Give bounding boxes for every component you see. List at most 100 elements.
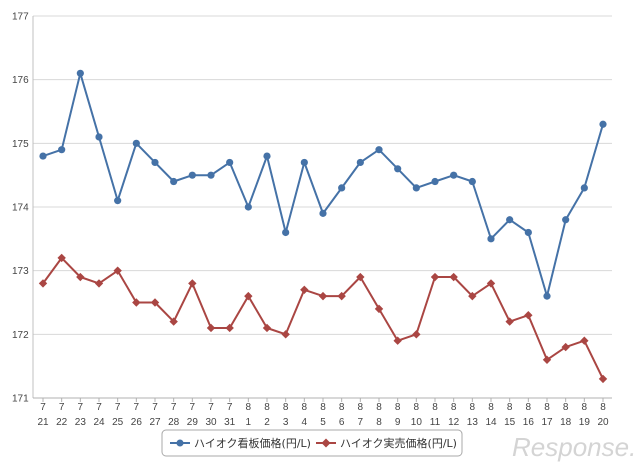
data-point-series-1[interactable]	[58, 146, 66, 154]
data-point-series-1[interactable]	[412, 184, 420, 192]
data-point-series-2[interactable]	[150, 298, 160, 307]
data-point-series-1[interactable]	[487, 235, 495, 243]
data-point-series-1[interactable]	[394, 165, 402, 173]
x-tick-day: 24	[93, 417, 105, 428]
data-point-series-1[interactable]	[375, 146, 383, 154]
data-point-series-2[interactable]	[76, 272, 85, 282]
x-tick-month: 8	[320, 402, 326, 413]
data-point-series-1[interactable]	[188, 171, 196, 179]
legend-box	[161, 429, 463, 457]
legend-label-series-2[interactable]: ハイオク実売価格(円/L)	[340, 436, 457, 450]
data-point-series-1[interactable]	[95, 133, 103, 141]
data-point-series-1[interactable]	[450, 171, 458, 179]
data-point-series-2[interactable]	[393, 336, 402, 345]
data-point-series-1[interactable]	[524, 228, 532, 237]
data-point-series-2[interactable]	[57, 253, 66, 263]
data-point-series-2[interactable]	[38, 279, 48, 288]
x-tick-day: 15	[504, 417, 516, 428]
data-point-series-2[interactable]	[561, 342, 570, 352]
series-layer	[38, 69, 608, 384]
x-tick-month: 8	[432, 402, 438, 413]
data-point-series-1[interactable]	[599, 120, 607, 128]
data-point-series-2[interactable]	[580, 336, 589, 345]
x-tick-month: 7	[171, 402, 177, 413]
x-tick-day: 11	[430, 417, 441, 428]
y-axis-ticks: 171 172 173 174 175 176 177	[12, 12, 29, 405]
data-point-series-2[interactable]	[524, 311, 533, 320]
gridlines	[32, 15, 612, 399]
x-tick-month: 8	[339, 402, 345, 413]
data-point-series-2[interactable]	[225, 323, 234, 333]
x-tick-day: 6	[339, 417, 345, 428]
x-tick-month: 8	[526, 402, 532, 413]
data-point-series-1[interactable]	[170, 177, 178, 186]
data-point-series-1[interactable]	[132, 139, 140, 147]
data-point-series-1[interactable]	[282, 228, 290, 237]
data-point-series-2[interactable]	[132, 298, 141, 307]
data-point-series-1[interactable]	[580, 184, 588, 192]
x-tick-day: 8	[376, 417, 382, 428]
data-point-series-1[interactable]	[151, 158, 159, 167]
x-tick-month: 7	[59, 402, 65, 413]
data-point-series-1[interactable]	[114, 197, 122, 205]
x-tick-month: 8	[544, 402, 550, 413]
data-point-series-2[interactable]	[486, 279, 496, 288]
x-tick-day: 20	[597, 417, 609, 428]
data-point-series-1[interactable]	[244, 203, 252, 211]
data-point-series-2[interactable]	[337, 291, 346, 301]
x-tick-month: 8	[470, 402, 476, 413]
x-tick-month: 7	[78, 402, 84, 413]
data-point-series-2[interactable]	[188, 279, 197, 288]
x-tick-month: 8	[488, 402, 494, 413]
data-point-series-2[interactable]	[449, 272, 458, 282]
x-tick-day: 14	[485, 417, 497, 428]
data-point-series-1[interactable]	[431, 177, 439, 186]
data-point-series-1[interactable]	[300, 158, 308, 167]
data-point-series-2[interactable]	[468, 291, 477, 301]
y-tick-label-176: 176	[12, 75, 29, 86]
data-point-series-2[interactable]	[356, 272, 365, 282]
data-point-series-2[interactable]	[113, 266, 122, 275]
x-tick-month: 7	[190, 402, 196, 413]
y-tick-label-171: 171	[12, 394, 29, 405]
data-point-series-1[interactable]	[356, 158, 364, 167]
data-point-series-2[interactable]	[169, 317, 178, 326]
data-point-series-2[interactable]	[244, 291, 253, 301]
data-point-series-2[interactable]	[374, 304, 384, 314]
x-tick-day: 28	[168, 417, 180, 428]
data-point-series-1[interactable]	[338, 184, 346, 192]
data-point-series-1[interactable]	[543, 292, 551, 300]
data-point-series-2[interactable]	[412, 330, 421, 339]
data-point-series-2[interactable]	[505, 317, 514, 326]
data-point-series-1[interactable]	[506, 216, 514, 224]
data-point-series-1[interactable]	[562, 216, 570, 224]
data-point-series-1[interactable]	[207, 171, 215, 179]
x-tick-day: 22	[56, 417, 68, 428]
x-tick-day: 1	[246, 417, 252, 428]
data-point-series-1[interactable]	[468, 177, 476, 186]
legend-label-series-1[interactable]: ハイオク看板価格(円/L)	[194, 436, 311, 450]
data-point-series-2[interactable]	[542, 355, 552, 364]
series-line-2	[42, 256, 604, 380]
data-point-series-2[interactable]	[318, 291, 328, 301]
data-point-series-2[interactable]	[94, 279, 104, 288]
data-point-series-2[interactable]	[430, 272, 440, 282]
x-tick-day: 5	[320, 417, 326, 428]
x-tick-day: 2	[264, 417, 270, 428]
data-point-series-1[interactable]	[226, 158, 234, 167]
x-tick-month: 8	[414, 402, 420, 413]
data-point-series-2[interactable]	[598, 374, 608, 384]
data-point-series-1[interactable]	[76, 69, 84, 77]
x-tick-day: 29	[187, 417, 199, 428]
data-point-series-2[interactable]	[206, 323, 216, 333]
y-tick-label-177: 177	[12, 12, 29, 23]
x-tick-month: 7	[40, 402, 46, 413]
data-point-series-1[interactable]	[39, 152, 47, 160]
data-point-series-1[interactable]	[263, 152, 271, 160]
data-point-series-1[interactable]	[319, 209, 327, 217]
data-point-series-2[interactable]	[300, 285, 309, 294]
legend[interactable]: ハイオク看板価格(円/L) ハイオク実売価格(円/L)	[161, 429, 463, 457]
data-point-series-2[interactable]	[262, 323, 272, 333]
x-tick-day: 21	[37, 417, 49, 428]
data-point-series-2[interactable]	[281, 330, 290, 339]
